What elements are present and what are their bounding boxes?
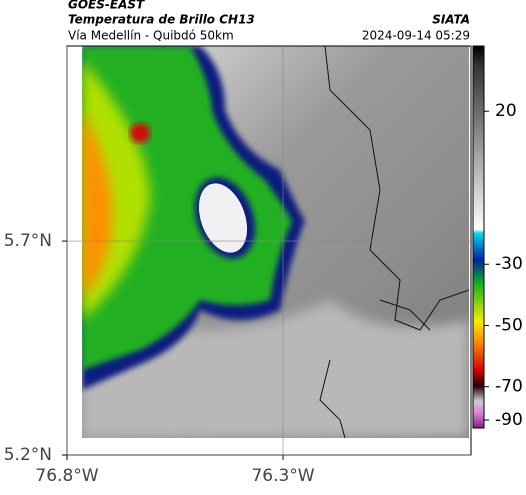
satellite-image	[82, 46, 469, 438]
source: GOES-EAST	[68, 0, 145, 12]
colorbar-label: -70	[495, 377, 523, 397]
x-tick-label: 76.3°W	[251, 466, 314, 486]
colorbar-label: -50	[495, 315, 523, 335]
brand: SIATA	[432, 13, 470, 27]
region: Vía Medellín - Quibdó 50km	[68, 29, 234, 43]
colorbar	[472, 45, 485, 429]
y-tick-label: 5.2°N	[4, 445, 52, 465]
colorbar-label: 20	[495, 101, 517, 121]
y-tick-label: 5.7°N	[4, 231, 52, 251]
timestamp: 2024-09-14 05:29	[362, 29, 470, 43]
colorbar-label: -30	[495, 254, 523, 274]
x-tick-label: 76.8°W	[35, 466, 98, 486]
colorbar-label: -90	[495, 410, 523, 430]
product: Temperatura de Brillo CH13	[68, 13, 255, 27]
